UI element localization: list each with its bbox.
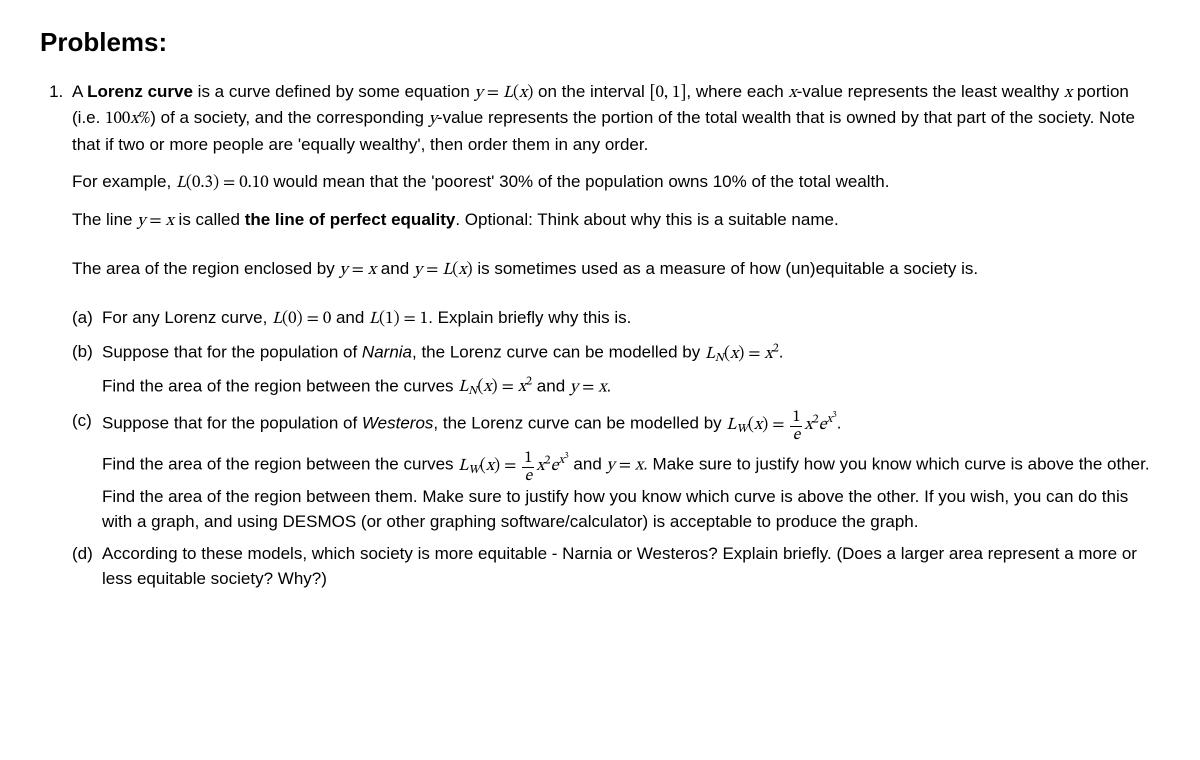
- sub-part-list: (a) For any Lorenz curve, L(0) = 0 and L…: [72, 306, 1160, 592]
- eq-y-equals-x: y = x: [137, 213, 174, 230]
- part-marker: (b): [72, 340, 102, 401]
- part-marker: (d): [72, 542, 102, 591]
- intro-para-4: The area of the region enclosed by y = x…: [72, 257, 1160, 284]
- problem-1: A Lorenz curve is a curve defined by som…: [68, 80, 1160, 592]
- eq-L03: L(0.3) = 0.10: [176, 175, 269, 192]
- intro-para-2: For example, L(0.3) = 0.10 would mean th…: [72, 170, 1160, 197]
- eq-y-equals-Lx: y = L(x): [475, 85, 534, 102]
- part-a: (a) For any Lorenz curve, L(0) = 0 and L…: [72, 306, 1160, 333]
- section-heading: Problems:: [40, 24, 1160, 62]
- interval-01: [0, 1]: [650, 85, 687, 102]
- part-d: (d) According to these models, which soc…: [72, 542, 1160, 591]
- part-b: (b) Suppose that for the population of N…: [72, 340, 1160, 401]
- part-c: (c) Suppose that for the population of W…: [72, 409, 1160, 534]
- part-marker: (a): [72, 306, 102, 333]
- part-marker: (c): [72, 409, 102, 534]
- problem-list: A Lorenz curve is a curve defined by som…: [40, 80, 1160, 592]
- intro-para-3: The line y = x is called the line of per…: [72, 208, 1160, 235]
- intro-para-1: A Lorenz curve is a curve defined by som…: [72, 80, 1160, 158]
